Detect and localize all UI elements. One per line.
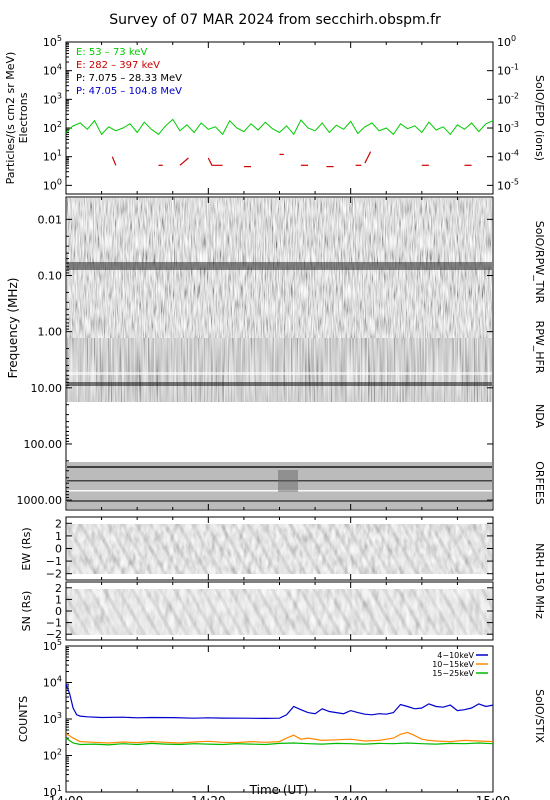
stix-legend-label: 10−15keV (432, 660, 474, 669)
stix-series-410keV (66, 683, 493, 720)
tnr-right-label: SoIO/RPW_TNR (533, 221, 546, 304)
epd-y-tick-label: 101 (43, 149, 62, 164)
epd-y-tick-label: 105 (43, 34, 62, 49)
nrh-ew-drift (67, 524, 492, 574)
nrh-ew-panel: 210−1−2 EW (Rs) NRH 150 MHz (20, 516, 546, 619)
stix-x-tick-label: 14:20 (191, 794, 226, 800)
nrh-sn-panel: 210−1−2 SN (Rs) (20, 581, 494, 641)
spectrogram-y-tick-label: 1000.00 (17, 494, 63, 507)
nrh-ew-y-tick-label: −2 (46, 568, 62, 581)
tnr-spectrogram (67, 198, 492, 338)
stix-x-tick-label: 15:00 (476, 794, 511, 800)
hfr-dark-band (67, 382, 492, 386)
epd-right-tick-label: 10-4 (497, 149, 519, 164)
stix-y-label: COUNTS (17, 696, 30, 742)
stix-right-label: SoIO/STIX (533, 689, 546, 743)
hfr-right-label: RPW_HFR (533, 321, 546, 374)
epd-y-tick-label: 104 (43, 63, 62, 78)
spectrogram-y-ticks: 0.01 0.10 1.00 10.00 100.00 1000.00 (17, 213, 493, 507)
nrh-ew-y-label: EW (Rs) (20, 527, 33, 570)
epd-right-tick-label: 10-3 (497, 120, 519, 135)
epd-series-e-282-397kev-segment (364, 151, 372, 164)
stix-y-tick-label: 101 (43, 784, 62, 799)
figure-title: Survey of 07 MAR 2024 from secchirh.obsp… (109, 12, 441, 28)
epd-legend-entry: E: 53 – 73 keV (76, 47, 147, 58)
nrh-ew-y-tick-label: 2 (55, 517, 62, 530)
spectrogram-y-tick-label: 0.01 (38, 213, 63, 226)
epd-series-e-282-397kev-segment (111, 156, 117, 166)
epd-right-tick-label: 10-1 (497, 63, 519, 78)
nrh-sn-y-tick-label: 1 (55, 593, 62, 606)
nda-gap (67, 402, 492, 462)
spectrogram-y-tick-label: 1.00 (38, 326, 63, 339)
spectrogram-y-tick-label: 0.10 (38, 269, 63, 282)
epd-y-tick-label: 100 (43, 177, 62, 192)
stix-series (66, 683, 493, 746)
spectrogram-y-tick-label: 100.00 (24, 438, 63, 451)
orfees-line-4 (67, 500, 492, 502)
nrh-sn-y-tick-label: 2 (55, 582, 62, 595)
nda-right-label: NDA (533, 404, 546, 429)
epd-y-label: Particles/(s cm2 sr MeV) (4, 52, 17, 185)
nrh-ew-y-tick-label: −1 (46, 555, 62, 568)
spectrogram-panel: 0.01 0.10 1.00 10.00 100.00 1000.00 Frequency… (6, 196, 546, 511)
stix-series-1525keV (66, 737, 493, 746)
stix-x-tick-label: 14:40 (333, 794, 368, 800)
stix-y-tick-label: 105 (43, 638, 62, 653)
epd-series (66, 118, 493, 168)
epd-legend-entry: E: 282 – 397 keV (76, 60, 160, 71)
epd-right-label: SoIO/EPD (ions) (533, 75, 546, 161)
stix-series-1015keV (66, 731, 493, 744)
stix-y-tick-label: 102 (43, 748, 62, 763)
hfr-bright-band-1 (67, 372, 492, 375)
nrh-sn-drift (67, 589, 492, 635)
nrh-sn-y-ticks: 210−1−2 (46, 582, 493, 641)
nrh-right-label: NRH 150 MHz (533, 543, 546, 619)
nrh-ew-y-tick-label: 0 (55, 543, 62, 556)
epd-legend-entry: P: 47.05 – 104.8 MeV (76, 86, 182, 97)
stix-frame (65, 645, 494, 793)
nrh-sn-y-tick-label: 0 (55, 605, 62, 618)
epd-right-tick-label: 10-2 (497, 91, 519, 106)
spectrogram-y-tick-label: 10.00 (31, 382, 63, 395)
stix-legend-label: 4−10keV (437, 651, 474, 660)
nrh-ew-y-ticks: 210−1−2 (46, 517, 493, 581)
nrh-sn-y-tick-label: −2 (46, 628, 62, 641)
hfr-spectrogram (67, 338, 492, 402)
epd-y-label-electrons: Electrons (17, 92, 30, 143)
stix-x-tick-label: 14:00 (49, 794, 84, 800)
stix-y-tick-label: 104 (43, 675, 62, 690)
orfees-right-label: ORFEES (533, 461, 546, 505)
epd-y-tick-label: 103 (43, 91, 62, 106)
epd-series-e-53-73kev (66, 118, 493, 136)
x-axis-label: Time (UT) (249, 783, 309, 797)
spectrogram-y-label: Frequency (MHz) (6, 278, 20, 379)
nrh-ew-y-tick-label: 1 (55, 530, 62, 543)
epd-right-y-ticks: 10-5 10-4 10-3 10-2 10-1 100 (487, 34, 519, 192)
nrh-sn-y-tick-label: −1 (46, 617, 62, 630)
stix-y-tick-label: 103 (43, 711, 62, 726)
epd-series-e-282-397kev-segment (207, 157, 223, 166)
tnr-dark-band (67, 262, 492, 270)
orfees-line-1 (67, 466, 492, 468)
epd-right-tick-label: 10-5 (497, 177, 519, 192)
epd-frame (65, 41, 494, 195)
orfees-burst (278, 470, 298, 492)
stix-legend-label: 15−25keV (432, 669, 474, 678)
epd-legend-entry: P: 7.075 – 28.33 MeV (76, 73, 182, 84)
epd-y-tick-label: 102 (43, 120, 62, 135)
stix-y-ticks: 101 102 103 104 105 (43, 638, 72, 799)
nrh-sn-y-label: SN (Rs) (20, 591, 33, 632)
epd-legend: E: 53 – 73 keV E: 282 – 397 keV P: 7.075 –… (76, 47, 182, 97)
epd-series-e-282-397kev-segment (179, 157, 189, 166)
epd-right-tick-label: 100 (497, 34, 516, 49)
